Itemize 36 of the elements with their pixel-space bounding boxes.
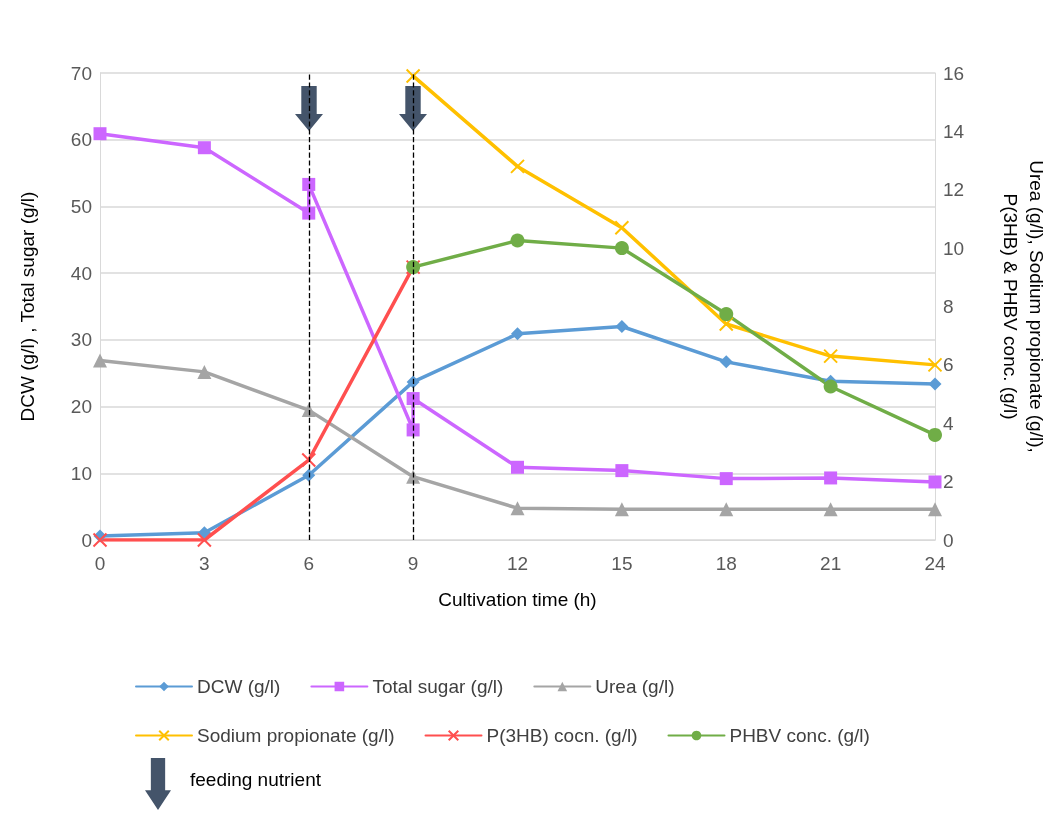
x-tick-label: 18 (715, 553, 737, 574)
legend-label: DCW (g/l) (197, 676, 281, 697)
x-tick-label: 0 (94, 553, 106, 574)
y2-tick-label: 8 (943, 296, 954, 317)
y2-tick-label: 16 (943, 62, 965, 84)
x-tick-label: 24 (924, 553, 946, 574)
y-tick-label: 40 (70, 262, 92, 284)
y-tick-label: 20 (70, 396, 92, 418)
y2-tick-label: 10 (943, 237, 965, 259)
x-tick-label: 3 (199, 553, 210, 574)
x-tick-label: 21 (820, 553, 842, 574)
legend-label: Total sugar (g/l) (372, 676, 504, 697)
y2-tick-label: 2 (943, 471, 954, 493)
legend-label: Sodium propionate (g/l) (197, 725, 395, 746)
x-tick-label: 9 (407, 553, 419, 574)
y2-tick-label: 14 (943, 120, 965, 142)
x-tick-label: 12 (506, 553, 529, 574)
y-tick-label: 50 (70, 195, 92, 217)
y-tick-label: 60 (70, 129, 92, 151)
legend-label: Urea (g/l) (595, 676, 675, 697)
text: feeding nutrient (190, 769, 321, 791)
y-tick-label: 30 (70, 329, 92, 351)
y2-tick-label: 0 (943, 529, 954, 551)
y2-axis-title: Urea (g/l), Sodium propionate (g/l), P(3HB) & PHBV conc. (g/l) (999, 160, 1047, 453)
y-axis-title: DCW (g/l) , Total sugar (g/l) (16, 191, 38, 422)
x-axis-title: Cultivation time (h) (438, 588, 597, 610)
y-tick-label: 0 (81, 529, 92, 551)
y-tick-label: 70 (70, 62, 92, 84)
y2-tick-label: 12 (943, 179, 965, 201)
x-tick-label: 6 (303, 553, 315, 574)
y2-tick-label: 6 (943, 354, 954, 376)
y2-tick-label: 4 (943, 412, 954, 434)
legend-label: P(3HB) cocn. (g/l) (486, 725, 638, 746)
y-tick-label: 10 (70, 462, 92, 484)
x-tick-label: 15 (611, 553, 633, 574)
legend-label: PHBV conc. (g/l) (729, 725, 870, 746)
